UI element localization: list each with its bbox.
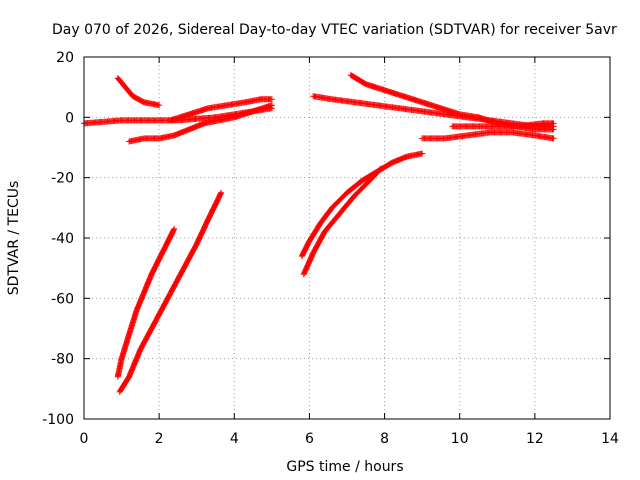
x-tick-label: 6: [305, 431, 314, 447]
x-axis-label: GPS time / hours: [286, 459, 403, 475]
data-point-markers: [167, 96, 275, 124]
data-point-markers: [449, 120, 557, 130]
y-tick-label: -40: [51, 231, 74, 247]
y-tick-label: -60: [51, 291, 74, 307]
data-point-markers: [126, 102, 275, 145]
x-tick-label: 14: [601, 431, 619, 447]
data-point-markers: [419, 129, 557, 142]
series-track-f: [116, 189, 225, 395]
y-axis-label: SDTVAR / TECUs: [6, 181, 22, 296]
series-track-e: [114, 225, 178, 380]
y-tick-label: -20: [51, 171, 74, 187]
data-point-markers: [300, 165, 384, 278]
y-tick-label: -80: [51, 352, 74, 368]
series-track-l: [449, 120, 557, 130]
y-tick-label: 20: [56, 50, 74, 66]
series-track-h: [300, 165, 384, 278]
x-tick-label: 8: [380, 431, 389, 447]
series-track-d: [167, 96, 275, 124]
chart-title: Day 070 of 2026, Sidereal Day-to-day VTE…: [52, 22, 617, 38]
x-tick-label: 4: [230, 431, 239, 447]
data-series: [81, 72, 557, 395]
data-point-markers: [116, 189, 225, 395]
series-track-b: [114, 75, 163, 109]
x-tick-label: 10: [451, 431, 469, 447]
y-tick-label: -100: [42, 412, 74, 428]
series-track-k: [419, 129, 557, 142]
series-track-c: [126, 102, 275, 145]
y-axis-ticks: -100 -80 -60 -40 -20 0 20: [42, 50, 610, 428]
y-tick-label: 0: [65, 110, 74, 126]
x-tick-label: 0: [80, 431, 89, 447]
x-tick-label: 2: [155, 431, 164, 447]
x-axis-ticks: 0 2 4 6 8 10 12 14: [80, 57, 619, 447]
plot-frame: [83, 56, 611, 420]
grid: [84, 57, 610, 419]
data-point-markers: [114, 225, 178, 380]
data-point-markers: [114, 75, 163, 109]
x-tick-label: 12: [526, 431, 544, 447]
